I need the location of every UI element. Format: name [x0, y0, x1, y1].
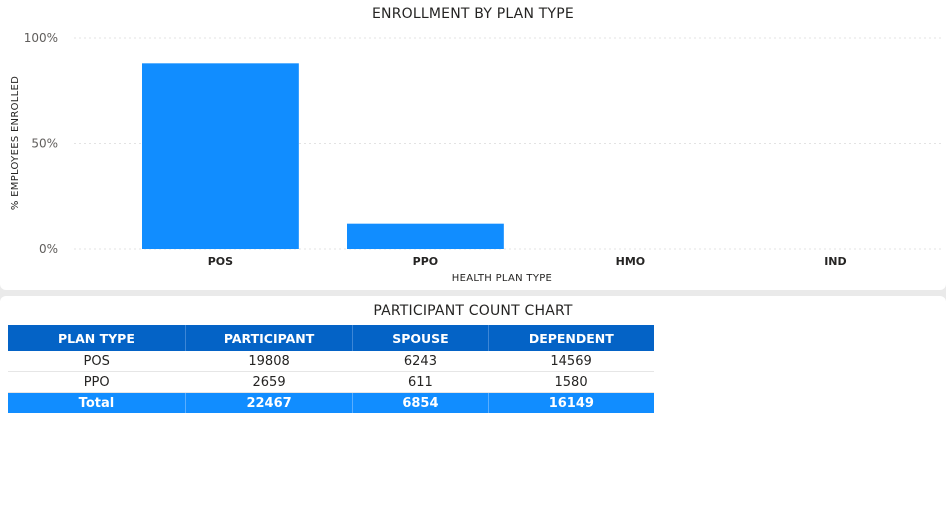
- table-header-row: PLAN TYPE PARTICIPANT SPOUSE DEPENDENT: [8, 325, 654, 351]
- total-label: Total: [8, 392, 186, 413]
- chart-title: ENROLLMENT BY PLAN TYPE: [372, 6, 574, 22]
- y-tick-label: 50%: [31, 137, 58, 151]
- y-axis-title: % EMPLOYEES ENROLLED: [10, 76, 21, 210]
- cell-plan-type: PPO: [8, 371, 186, 393]
- y-tick-label: 0%: [39, 242, 58, 256]
- bar-pos: [142, 63, 299, 249]
- column-header-plan-type[interactable]: PLAN TYPE: [8, 325, 186, 351]
- column-header-dependent[interactable]: DEPENDENT: [488, 325, 654, 351]
- cell-participant: 19808: [185, 351, 353, 372]
- table-row: POS 19808 6243 14569: [8, 351, 654, 372]
- y-tick-label: 100%: [24, 31, 58, 45]
- cell-dependent: 14569: [488, 351, 654, 372]
- participant-table-panel: PARTICIPANT COUNT CHART PLAN TYPE PARTIC…: [0, 296, 946, 531]
- cell-spouse: 6243: [352, 351, 489, 372]
- total-spouse: 6854: [352, 392, 489, 413]
- table-title: PARTICIPANT COUNT CHART: [373, 303, 573, 319]
- participant-count-table: PLAN TYPE PARTICIPANT SPOUSE DEPENDENT P…: [8, 325, 654, 413]
- bar-ppo: [347, 223, 504, 249]
- x-category-label: PPO: [413, 255, 438, 268]
- column-header-participant[interactable]: PARTICIPANT: [185, 325, 354, 351]
- enrollment-bar-chart: 0% 50% 100% POS PPO HMO IND HEALTH PLAN TYPE % E…: [10, 31, 944, 284]
- cell-participant: 2659: [185, 371, 353, 393]
- x-category-label: IND: [824, 255, 846, 268]
- cell-spouse: 611: [352, 371, 489, 393]
- x-category-label: HMO: [616, 255, 646, 268]
- table-row: PPO 2659 611 1580: [8, 371, 654, 393]
- x-category-label: POS: [208, 255, 233, 268]
- column-header-spouse[interactable]: SPOUSE: [352, 325, 489, 351]
- total-dependent: 16149: [488, 392, 654, 413]
- enrollment-chart-panel: ENROLLMENT BY PLAN TYPE 0% 50% 100% POS PPO H…: [0, 0, 946, 290]
- cell-dependent: 1580: [488, 371, 654, 393]
- cell-plan-type: POS: [8, 351, 186, 372]
- x-axis-title: HEALTH PLAN TYPE: [452, 273, 552, 284]
- table-total-row: Total 22467 6854 16149: [8, 392, 654, 413]
- total-participant: 22467: [185, 392, 354, 413]
